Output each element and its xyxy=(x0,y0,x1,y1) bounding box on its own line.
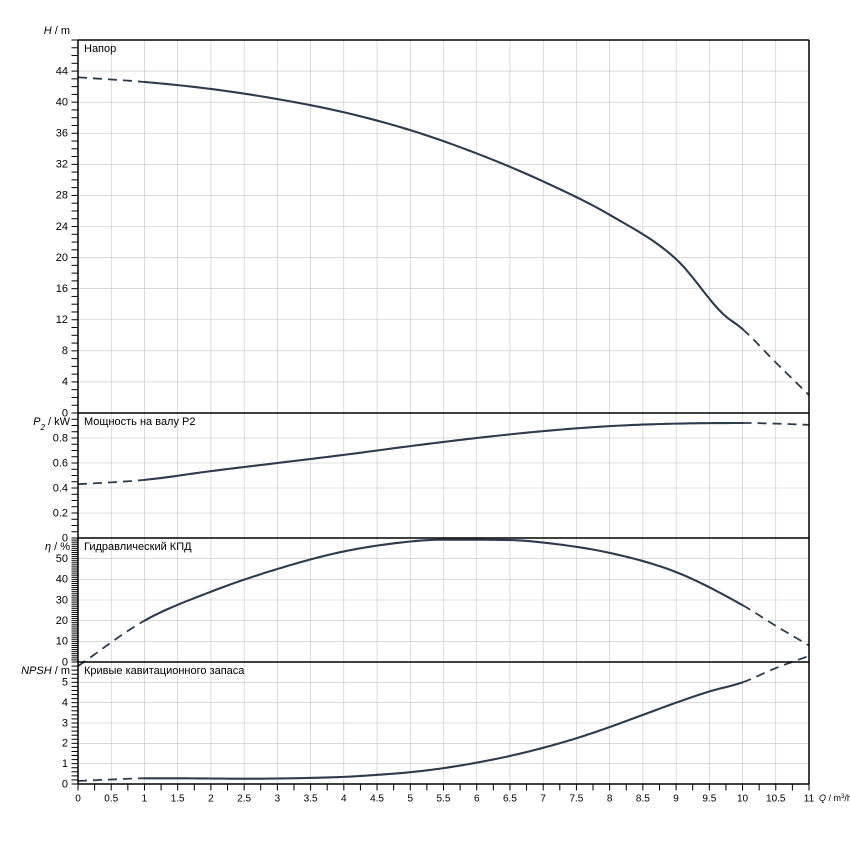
svg-text:10: 10 xyxy=(737,794,749,805)
svg-text:H / m: H / m xyxy=(44,25,70,37)
svg-text:10.5: 10.5 xyxy=(766,794,786,805)
svg-text:5: 5 xyxy=(407,794,413,805)
svg-text:5: 5 xyxy=(62,677,68,689)
svg-text:40: 40 xyxy=(56,96,68,108)
svg-text:0: 0 xyxy=(62,778,68,790)
svg-text:0: 0 xyxy=(75,794,81,805)
svg-text:8.5: 8.5 xyxy=(636,794,650,805)
svg-text:40: 40 xyxy=(56,574,68,586)
svg-text:4: 4 xyxy=(341,794,347,805)
svg-text:1: 1 xyxy=(142,794,148,805)
svg-text:0.8: 0.8 xyxy=(53,432,68,444)
svg-text:7.5: 7.5 xyxy=(569,794,583,805)
svg-text:1: 1 xyxy=(62,758,68,770)
svg-text:50: 50 xyxy=(56,553,68,565)
svg-text:4: 4 xyxy=(62,697,68,709)
svg-text:Напор: Напор xyxy=(84,43,116,55)
svg-text:6: 6 xyxy=(474,794,480,805)
svg-text:8: 8 xyxy=(62,345,68,357)
svg-text:30: 30 xyxy=(56,594,68,606)
svg-text:16: 16 xyxy=(56,283,68,295)
svg-text:0.6: 0.6 xyxy=(53,457,68,469)
svg-text:32: 32 xyxy=(56,159,68,171)
svg-text:NPSH / m: NPSH / m xyxy=(21,665,70,677)
svg-text:2: 2 xyxy=(62,738,68,750)
svg-text:9.5: 9.5 xyxy=(702,794,716,805)
svg-text:Гидравлический КПД: Гидравлический КПД xyxy=(84,541,192,553)
svg-text:28: 28 xyxy=(56,190,68,202)
svg-text:Мощность на валу Р2: Мощность на валу Р2 xyxy=(84,416,196,428)
svg-text:5.5: 5.5 xyxy=(437,794,451,805)
svg-text:Кривые кавитационного запаса: Кривые кавитационного запаса xyxy=(84,665,245,677)
svg-text:1.5: 1.5 xyxy=(171,794,185,805)
svg-text:7: 7 xyxy=(540,794,546,805)
svg-text:0.2: 0.2 xyxy=(53,507,68,519)
svg-text:3: 3 xyxy=(275,794,281,805)
svg-text:0.4: 0.4 xyxy=(53,482,68,494)
svg-text:6.5: 6.5 xyxy=(503,794,517,805)
svg-text:11: 11 xyxy=(804,794,815,805)
svg-text:Q / m3/h: Q / m3/h xyxy=(819,793,850,803)
svg-text:44: 44 xyxy=(56,65,68,77)
svg-text:2: 2 xyxy=(208,794,214,805)
svg-text:3: 3 xyxy=(62,717,68,729)
svg-text:20: 20 xyxy=(56,615,68,627)
svg-text:3.5: 3.5 xyxy=(304,794,318,805)
svg-text:η / %: η / % xyxy=(45,541,70,553)
svg-text:24: 24 xyxy=(56,221,68,233)
svg-text:8: 8 xyxy=(607,794,613,805)
svg-text:10: 10 xyxy=(56,636,68,648)
svg-text:0.5: 0.5 xyxy=(104,794,118,805)
svg-text:4: 4 xyxy=(62,376,68,388)
svg-text:9: 9 xyxy=(673,794,679,805)
svg-text:2.5: 2.5 xyxy=(237,794,251,805)
svg-text:36: 36 xyxy=(56,128,68,140)
svg-text:12: 12 xyxy=(56,314,68,326)
svg-text:20: 20 xyxy=(56,252,68,264)
svg-text:4.5: 4.5 xyxy=(370,794,384,805)
